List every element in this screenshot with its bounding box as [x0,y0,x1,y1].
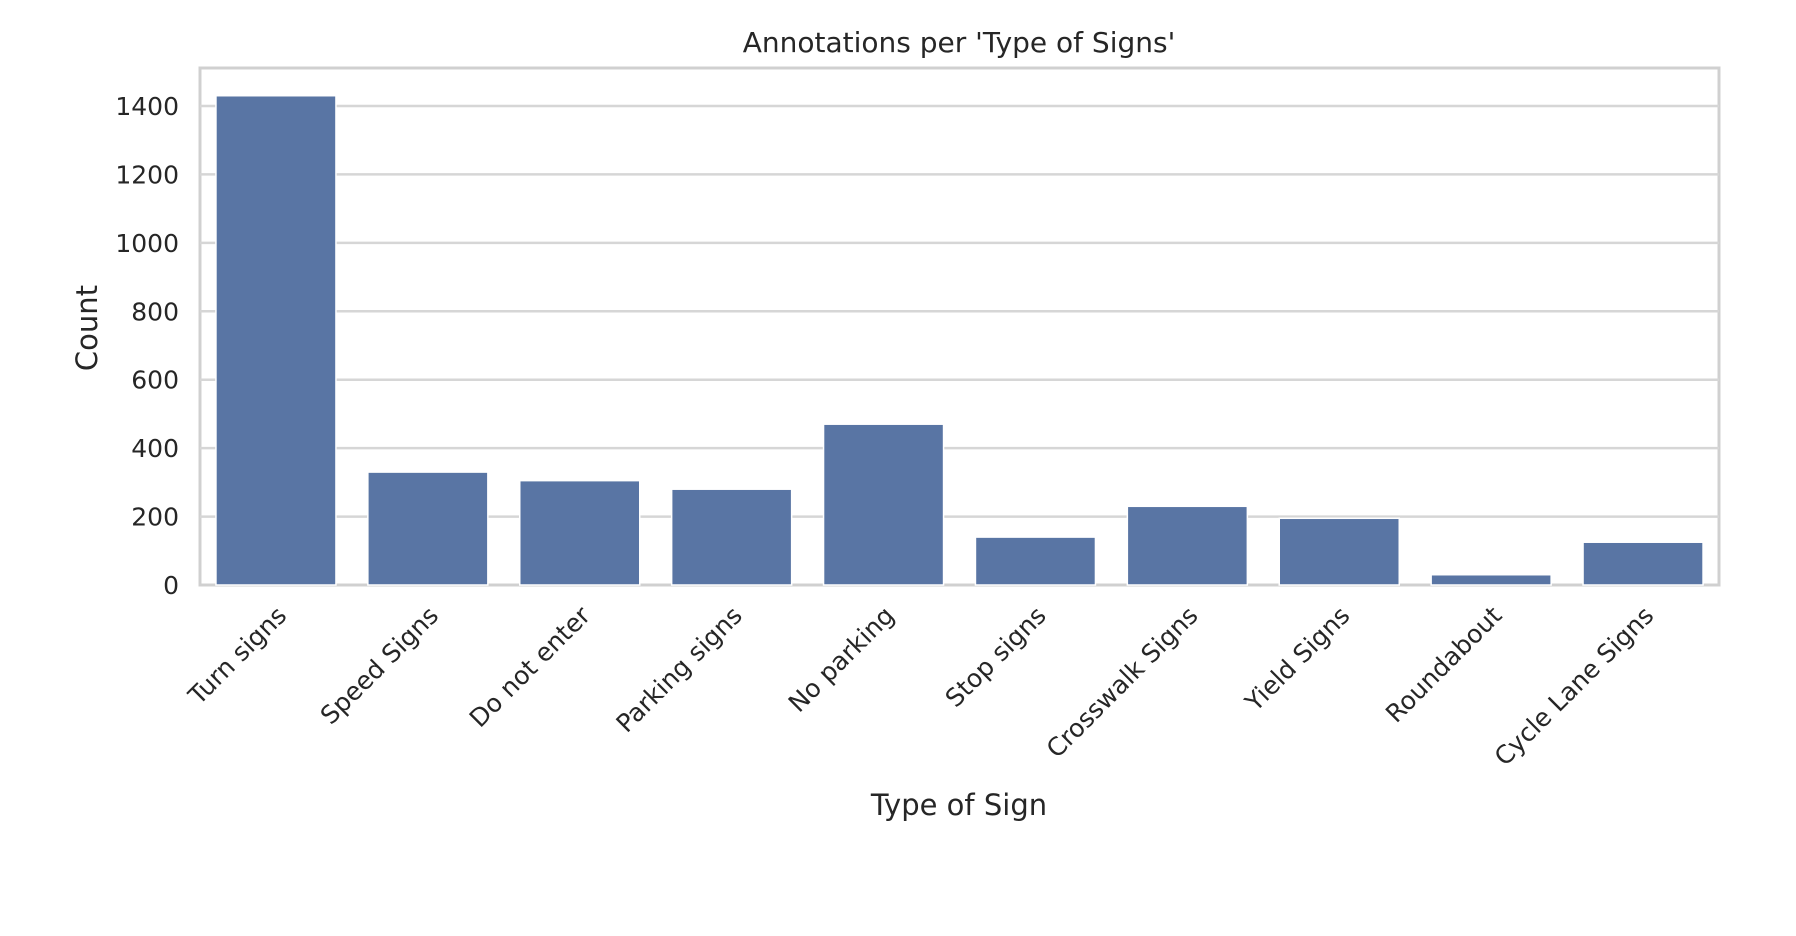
y-axis-title: Count [70,285,104,371]
x-tick-label: Do not enter [464,600,597,733]
x-axis-title: Type of Sign [870,788,1047,822]
x-tick-label: Speed Signs [315,601,444,730]
y-tick-label: 200 [131,503,179,532]
x-tick-label: Stop signs [940,601,1052,713]
bar [1582,541,1704,586]
y-tick-label: 1200 [115,160,179,189]
y-tick-label: 400 [131,434,179,463]
bar [1126,505,1249,586]
bar [974,536,1097,586]
x-tick-label: Turn signs [182,601,292,711]
y-tick-label: 1400 [115,92,179,121]
bar [1278,517,1401,586]
bar [1430,573,1552,586]
x-tick-label: No parking [783,601,900,718]
bar [822,423,945,586]
x-tick-label: Parking signs [610,601,747,738]
x-axis-ticks: Turn signs Speed Signs Do not enter Parking… [182,600,1659,771]
chart-title: Annotations per 'Type of Signs' [743,26,1176,59]
x-tick-label: Crosswalk Signs [1041,601,1204,764]
y-axis-ticks: 0 200 400 600 800 1000 1200 1400 [115,92,179,600]
x-tick-label: Roundabout [1380,601,1508,729]
bar [670,488,793,586]
bar [367,471,489,586]
x-tick-label: Cycle Lane Signs [1489,601,1660,772]
y-tick-label: 0 [163,571,179,600]
x-tick-label: Yield Signs [1239,601,1356,718]
y-tick-label: 1000 [115,229,179,258]
bar [518,479,641,586]
y-tick-label: 600 [131,366,179,395]
bar [215,94,337,586]
bars [215,94,1704,586]
y-tick-label: 800 [131,297,179,326]
